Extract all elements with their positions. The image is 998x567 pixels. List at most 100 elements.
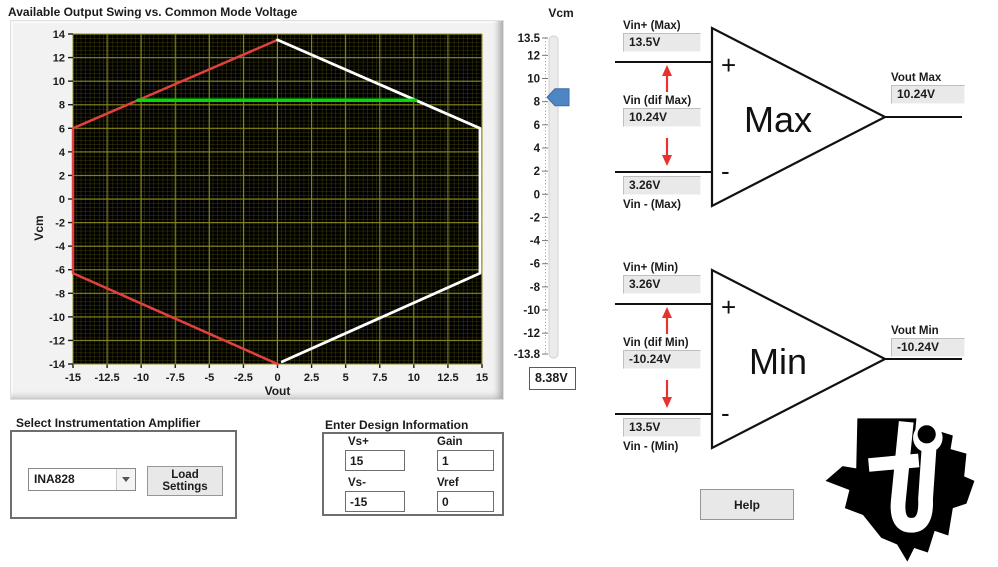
- help-button[interactable]: Help: [700, 489, 794, 520]
- slider-tick-label: -2: [530, 212, 540, 224]
- vin-dif-min-value: -10.24V: [623, 350, 701, 369]
- series-vcm-limit-positive-output: [276, 38, 482, 364]
- vcm-slider: Vcm 13.5 12 10 8 6 4 2 0 -2 -4 -6 -8 -10 -12 -13.8: [505, 6, 617, 406]
- swing-vs-vcm-chart: -15 -12.5 -10 -7.5 -5 -2.5 0 2.5 5 7.5 10 12.5 15 -14…: [49, 29, 488, 384]
- x-tick-label: -12.5: [95, 372, 120, 384]
- amplifier-dropdown[interactable]: INA828: [28, 468, 136, 491]
- vs-plus-field[interactable]: [345, 450, 405, 471]
- vin-dif-max-value: 10.24V: [623, 108, 701, 127]
- amp-selector-group: INA828 Load Settings: [10, 430, 237, 519]
- y-tick-label: -12: [49, 335, 65, 347]
- max-opamp-graphic: + - Max: [615, 26, 962, 208]
- vin-dif-min-label: Vin (dif Min): [623, 337, 689, 349]
- opamp-triangle: [710, 26, 888, 208]
- vs-minus-label: Vs-: [348, 477, 366, 489]
- slider-tick-label: -12: [523, 328, 540, 340]
- max-amp-diagram: + - Max Vin+ (Max) 13.5V Vin (dif Max) 1…: [615, 20, 967, 232]
- minus-sign: -: [721, 398, 730, 428]
- vout-min-label: Vout Min: [891, 325, 939, 337]
- slider-tick-label: -4: [530, 236, 541, 248]
- vcm-slider-title: Vcm: [548, 6, 574, 20]
- vcm-slider-scale[interactable]: 13.5 12 10 8 6 4 2 0 -2 -4 -6 -8 -10 -12 -13.8: [505, 28, 617, 374]
- series-vcm-limit-negative-output: [71, 38, 279, 366]
- chart-panel: -15 -12.5 -10 -7.5 -5 -2.5 0 2.5 5 7.5 10 12.5 15 -14…: [10, 20, 504, 400]
- selector-group-label: Select Instrumentation Amplifier: [16, 416, 201, 430]
- x-tick-label: 5: [343, 372, 349, 384]
- vin-plus-min-value: 3.26V: [623, 275, 701, 294]
- chart-title: Available Output Swing vs. Common Mode V…: [8, 5, 298, 19]
- gain-label: Gain: [437, 436, 463, 448]
- amp-name: Min: [749, 341, 807, 382]
- design-info-group: Vs+ Gain Vs- Vref: [322, 432, 504, 516]
- y-tick-label: -6: [55, 265, 65, 277]
- y-tick-label: -2: [55, 218, 65, 230]
- ti-texas-logo: [825, 418, 975, 562]
- min-amp-diagram: + - Min Vin+ (Min) 3.26V Vin (dif Min) -…: [615, 262, 967, 474]
- slider-tick-label: 8: [534, 97, 541, 109]
- design-group-label: Enter Design Information: [325, 418, 469, 432]
- slider-tick-label: 10: [527, 74, 540, 86]
- y-tick-label: 0: [59, 194, 65, 206]
- x-tick-label: 0: [274, 372, 280, 384]
- y-tick-label: -10: [49, 312, 65, 324]
- vcm-value-box[interactable]: 8.38V: [529, 367, 576, 390]
- amplifier-dropdown-value: INA828: [34, 472, 75, 486]
- x-tick-label: 15: [476, 372, 488, 384]
- slider-track[interactable]: [548, 35, 559, 359]
- y-tick-label: 4: [59, 147, 66, 159]
- down-arrowhead-icon: [662, 397, 672, 408]
- up-arrowhead-icon: [662, 65, 672, 76]
- vin-minus-max-value: 3.26V: [623, 176, 701, 195]
- x-tick-label: -15: [65, 372, 81, 384]
- y-tick-label: 12: [53, 53, 65, 65]
- slider-tick-label: -6: [530, 259, 540, 271]
- slider-tick-label: -8: [530, 282, 541, 294]
- down-arrowhead-icon: [662, 155, 672, 166]
- vin-plus-max-label: Vin+ (Max): [623, 20, 681, 32]
- slider-tick-label: 12: [527, 50, 540, 62]
- i-dot: [917, 425, 936, 444]
- load-settings-button[interactable]: Load Settings: [147, 466, 223, 496]
- vout-max-label: Vout Max: [891, 72, 942, 84]
- vin-minus-max-label: Vin - (Max): [623, 199, 681, 211]
- vin-minus-min-label: Vin - (Min): [623, 441, 679, 453]
- y-axis-label: Vcm: [32, 215, 46, 241]
- vref-field[interactable]: [437, 491, 494, 512]
- x-axis-label: Vout: [264, 384, 291, 398]
- y-tick-label: 6: [59, 123, 65, 135]
- y-tick-label: 8: [59, 100, 65, 112]
- up-arrowhead-icon: [662, 307, 672, 318]
- plus-sign: +: [721, 292, 736, 322]
- slider-pointer[interactable]: [546, 88, 570, 107]
- x-tick-label: 10: [408, 372, 420, 384]
- vs-plus-label: Vs+: [348, 436, 369, 448]
- minus-sign: -: [721, 156, 730, 186]
- y-tick-label: 10: [53, 76, 65, 88]
- slider-tick-label: 2: [534, 166, 540, 178]
- vin-plus-min-label: Vin+ (Min): [623, 262, 679, 274]
- y-tick-label: -4: [55, 241, 66, 253]
- y-tick-label: 14: [53, 29, 66, 41]
- slider-tick-label: 4: [534, 143, 541, 155]
- slider-tick-label: 6: [534, 120, 540, 132]
- t-crossbar: [868, 453, 920, 472]
- vin-minus-min-value: 13.5V: [623, 418, 701, 437]
- gain-field[interactable]: [437, 450, 494, 471]
- slider-tick-label: 13.5: [518, 33, 541, 45]
- y-tick-label: -8: [55, 288, 65, 300]
- y-tick-label: -14: [49, 359, 66, 371]
- chevron-down-icon[interactable]: [116, 469, 135, 490]
- min-opamp-graphic: + - Min: [615, 268, 962, 450]
- x-tick-label: 7.5: [372, 372, 387, 384]
- amp-name: Max: [744, 99, 812, 140]
- plus-sign: +: [721, 50, 736, 80]
- slider-tick-label: -10: [523, 305, 540, 317]
- x-tick-label: -2.5: [234, 372, 253, 384]
- y-tick-label: 2: [59, 170, 65, 182]
- vout-min-value: -10.24V: [891, 338, 965, 357]
- x-tick-label: -5: [204, 372, 214, 384]
- vs-minus-field[interactable]: [345, 491, 405, 512]
- vin-dif-max-label: Vin (dif Max): [623, 95, 692, 107]
- slider-tick-label: -13.8: [514, 349, 541, 361]
